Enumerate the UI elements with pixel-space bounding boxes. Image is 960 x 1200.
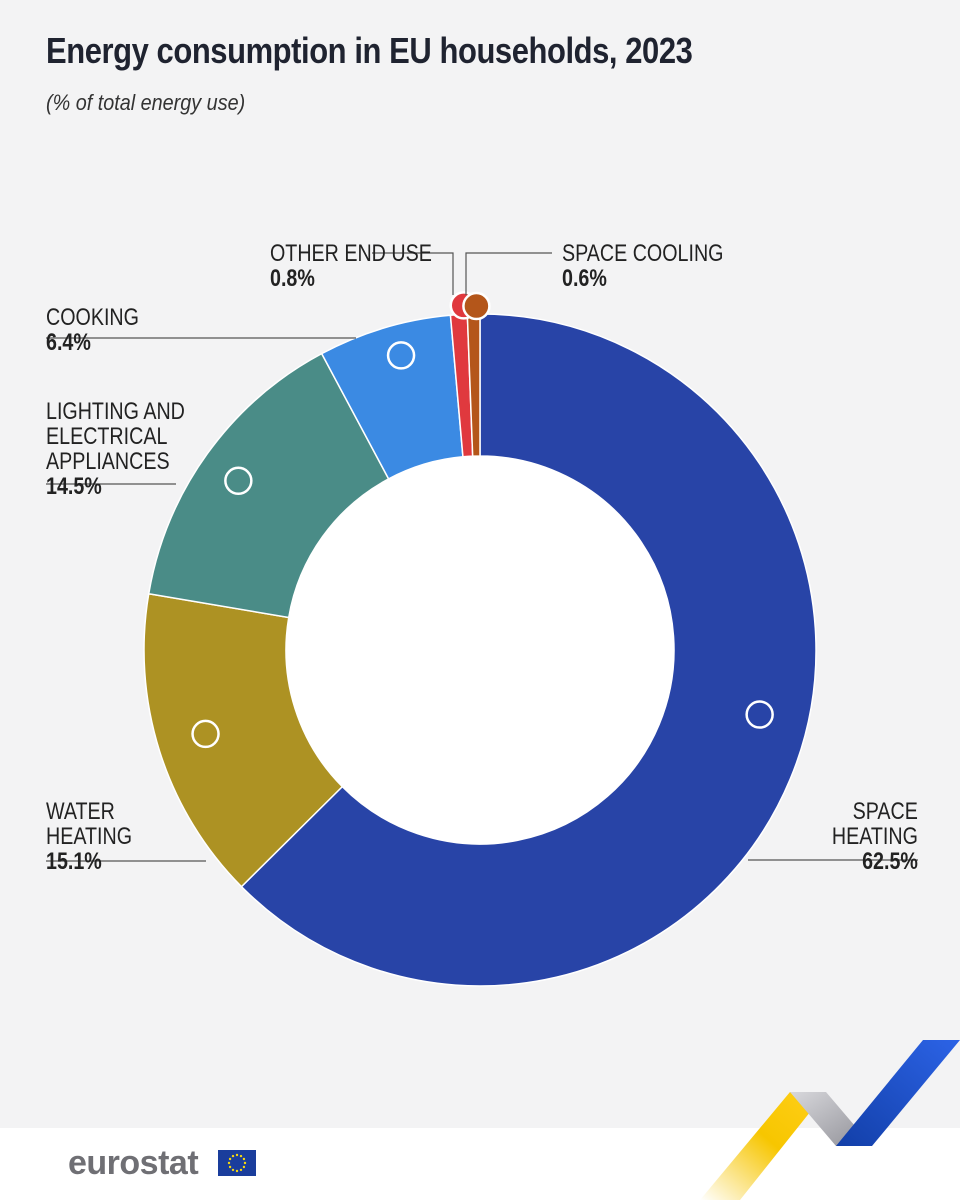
eurostat-logo: eurostat <box>68 1144 199 1182</box>
label-space-cooling-name: SPACE COOLING <box>562 240 724 267</box>
leader-line-space-cooling <box>465 252 552 295</box>
marker-water-heating <box>191 719 220 749</box>
marker-lighting <box>224 466 253 496</box>
flag-star <box>243 1161 247 1165</box>
eu-flag-icon <box>218 1150 256 1176</box>
flag-star <box>231 1168 235 1172</box>
donut-hole <box>286 456 674 844</box>
flag-star <box>231 1154 235 1158</box>
flag-star <box>228 1157 232 1161</box>
label-space-heating: SPACE HEATING 62.5% <box>832 774 918 899</box>
flag-star <box>235 1153 239 1157</box>
label-cooking-value: 6.4% <box>46 329 91 356</box>
flag-star <box>227 1161 231 1165</box>
label-water-heating-value: 15.1% <box>46 848 102 875</box>
label-lighting-value: 14.5% <box>46 473 102 500</box>
donut-chart <box>46 252 918 987</box>
marker-cooking <box>386 341 416 370</box>
label-other-end-use-name: OTHER END USE <box>270 240 432 267</box>
label-space-cooling-value: 0.6% <box>562 265 607 292</box>
label-cooking: COOKING 6.4% <box>46 280 139 380</box>
chart-subtitle: (% of total energy use) <box>46 90 246 115</box>
flag-star <box>228 1165 232 1169</box>
flag-star <box>242 1157 246 1161</box>
label-space-cooling: SPACE COOLING 0.6% <box>562 216 723 316</box>
label-cooking-name: COOKING <box>46 304 139 331</box>
chart-title: Energy consumption in EU households, 202… <box>46 30 693 71</box>
flag-star <box>242 1165 246 1169</box>
marker-space-heating <box>745 700 774 729</box>
label-other-end-use-value: 0.8% <box>270 265 315 292</box>
leader-line-other-end-use <box>372 252 454 295</box>
flag-star <box>239 1168 243 1172</box>
flag-star <box>235 1169 239 1173</box>
label-lighting-name: LIGHTING AND ELECTRICAL APPLIANCES <box>46 398 185 475</box>
label-space-heating-name: SPACE HEATING <box>831 798 918 850</box>
label-water-heating: WATER HEATING 15.1% <box>46 774 132 899</box>
label-water-heating-name: WATER HEATING <box>46 798 133 850</box>
flag-star <box>239 1154 243 1158</box>
donut-slices <box>143 313 817 987</box>
marker-space-cooling <box>462 291 491 321</box>
label-lighting: LIGHTING AND ELECTRICAL APPLIANCES 14.5% <box>46 374 185 524</box>
label-space-heating-value: 62.5% <box>862 848 918 875</box>
label-other-end-use: OTHER END USE 0.8% <box>270 216 432 316</box>
